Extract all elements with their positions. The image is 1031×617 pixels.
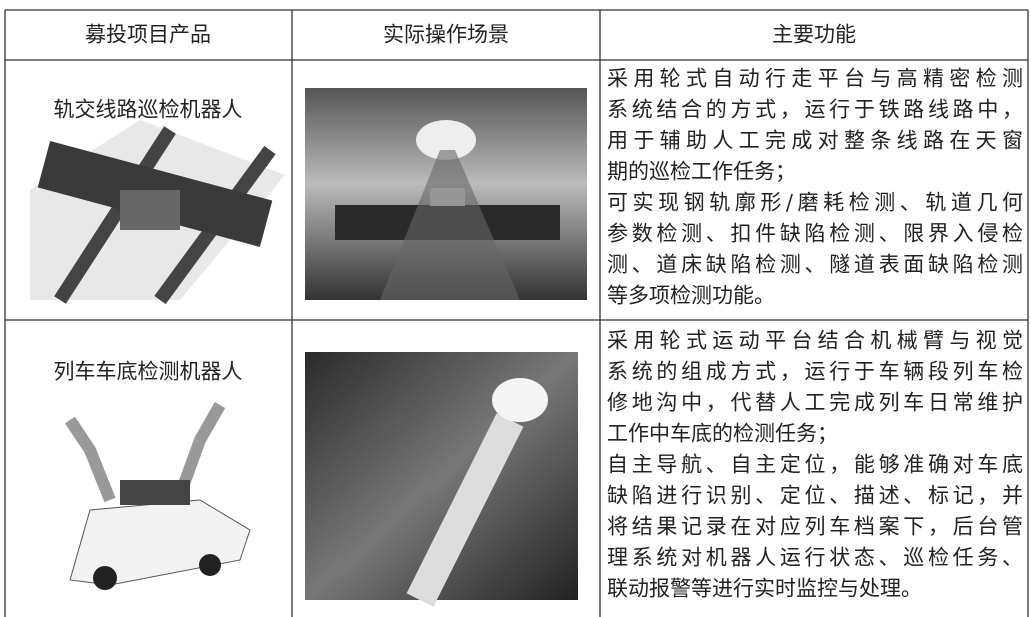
product-name: 列车车底检测机器人: [54, 360, 243, 384]
undercar-robot-image: [65, 402, 251, 590]
function-line: 联动报警等进行实时监控与处理。: [607, 577, 922, 601]
product-name: 轨交线路巡检机器人: [54, 98, 243, 122]
function-line: 自主导航、自主定位，能够准确对车底: [607, 453, 1023, 477]
function-line: 采用轮式自动行走平台与高精密检测: [607, 67, 1023, 91]
function-line: 期的巡检工作任务；: [607, 160, 796, 184]
function-line: 采用轮式运动平台结合机械臂与视觉: [607, 329, 1023, 353]
table-rules: [4, 9, 1029, 617]
function-line: 参数检测、扣件缺陷检测、限界入侵检: [607, 222, 1023, 246]
pit-scene-image: [305, 352, 578, 607]
function-line: 可实现钢轨廓形/磨耗检测、轨道几何: [607, 191, 1023, 215]
function-line: 等多项检测功能。: [607, 284, 775, 308]
rail-robot-image: [30, 120, 285, 305]
function-line: 修地沟中，代替人工完成列车日常维护: [607, 391, 1023, 415]
function-line: 工作中车底的检测任务；: [607, 422, 838, 446]
function-line: 测、道床缺陷检测、隧道表面缺陷检测: [607, 253, 1023, 277]
function-line: 用于辅助人工完成对整条线路在天窗: [607, 129, 1023, 153]
tunnel-scene-image: [305, 88, 587, 300]
function-line: 系统的组成方式，运行于车辆段列车检: [607, 360, 1023, 384]
header-cell: 募投项目产品: [85, 23, 211, 47]
function-line: 将结果记录在对应列车档案下，后台管: [607, 515, 1023, 539]
function-line: 缺陷进行识别、定位、描述、标记，并: [607, 484, 1023, 508]
function-line: 理系统对机器人运行状态、巡检任务、: [607, 546, 1023, 570]
header-cell: 主要功能: [772, 23, 856, 47]
header-cell: 实际操作场景: [383, 23, 509, 47]
function-line: 系统结合的方式，运行于铁路线路中，: [607, 98, 1023, 122]
